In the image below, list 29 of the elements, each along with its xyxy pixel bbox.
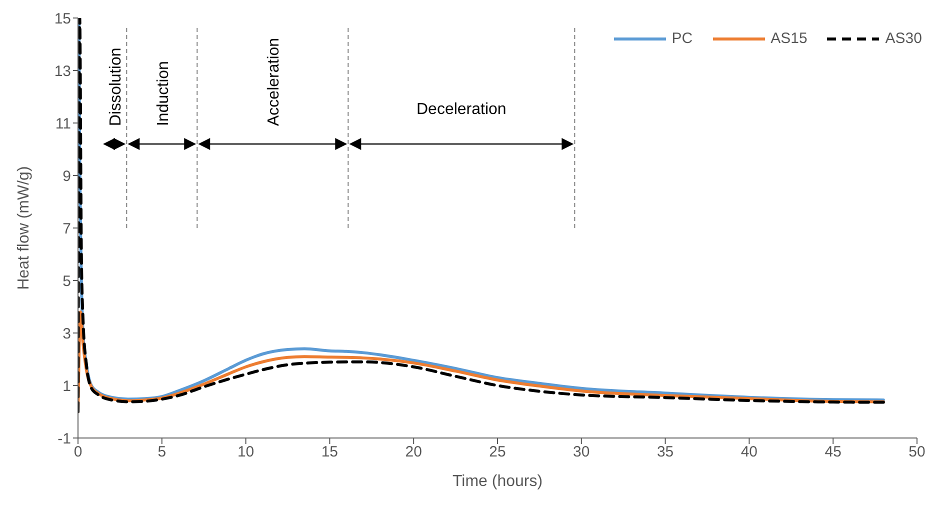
y-tick-label: 13	[54, 62, 71, 80]
annotation: Deceleration	[416, 101, 506, 118]
legend-label: PC	[672, 30, 693, 47]
y-tick-label: -1	[58, 430, 71, 448]
x-tick-label: 15	[321, 444, 338, 461]
y-tick-label: 11	[55, 115, 71, 132]
x-tick-label: 50	[908, 444, 926, 461]
x-tick-label: 0	[74, 444, 82, 461]
x-tick-label: 30	[573, 444, 590, 461]
legend-label: AS15	[770, 30, 808, 47]
y-tick-label: 1	[62, 378, 71, 395]
y-tick-label: 3	[62, 325, 71, 342]
x-tick-label: 35	[656, 444, 674, 461]
y-tick-label: 5	[62, 272, 71, 290]
x-tick-label: 5	[158, 444, 166, 461]
legend-label: AS30	[885, 30, 922, 47]
y-tick-label: 15	[54, 10, 71, 28]
y-axis-title: Heat flow (mW/g)	[16, 166, 33, 290]
annotation: Dissolution	[107, 48, 124, 126]
x-tick-label: 20	[405, 444, 422, 461]
x-tick-label: 45	[824, 444, 842, 461]
y-tick-label: 7	[62, 220, 71, 238]
x-axis-title: Time (hours)	[452, 473, 543, 490]
x-tick-label: 40	[740, 444, 758, 461]
y-tick-label: 9	[62, 168, 71, 185]
x-tick-label: 10	[237, 444, 254, 461]
annotation: Acceleration	[266, 38, 283, 126]
x-tick-label: 25	[489, 444, 506, 461]
annotation: Induction	[154, 61, 172, 126]
